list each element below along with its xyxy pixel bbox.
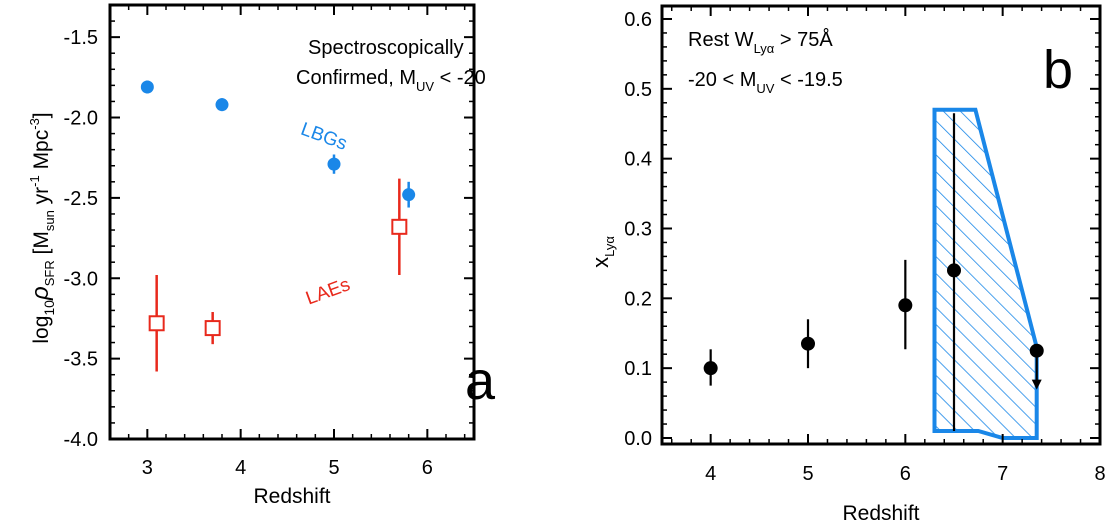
panel-a-y-tick-label: -4.0 <box>64 429 98 451</box>
laes-series-label: LAEs <box>303 274 353 309</box>
panel-a-x-axis-label: Redshift <box>253 485 330 508</box>
panel-a-data-marks <box>140 80 416 372</box>
panel-a-y-axis-label: log10ρSFR [Msun yr-1 Mpc-3] <box>27 112 57 343</box>
panel-b-x-tick-label: 7 <box>997 463 1008 485</box>
panel-a-annotation-line-2: Confirmed, MUV < -20 <box>296 67 486 94</box>
panel-b-frame <box>660 4 1102 446</box>
panel-a-y-tick-label: -3.5 <box>64 349 98 371</box>
panel-b-annotation-line-1: Rest WLyα > 75Å <box>688 28 833 56</box>
panel-a-annotation-line-1: Spectroscopically <box>308 37 464 59</box>
panel-b-y-tick-label: 0.5 <box>624 79 652 101</box>
panel-a: 3 4 5 6 -4.0 -3.5 -3.0 -2.5 -2.0 -1.5 Redshift l… <box>27 3 496 508</box>
panel-b-y-tick-label: 0.3 <box>624 218 652 240</box>
panel-b-y-tick-label: 0.4 <box>624 149 652 171</box>
lbgs-point <box>140 80 154 94</box>
panel-b: 4 5 6 7 8 0.0 0.1 0.2 0.3 0.4 0.5 0.6 Redshift xLy… <box>588 4 1106 525</box>
laes-point <box>148 315 165 332</box>
panel-a-x-tick-labels: 3 4 5 6 <box>142 457 433 479</box>
panel-a-x-tick-label: 3 <box>142 457 153 479</box>
panel-a-x-tick-label: 4 <box>235 457 246 479</box>
lbgs-series-label: LBGs <box>298 119 350 155</box>
xlya-point <box>947 263 961 278</box>
panel-a-frame <box>108 3 476 441</box>
panel-b-y-tick-label: 0.2 <box>624 288 652 310</box>
lbgs-point <box>215 98 229 112</box>
panel-b-label: b <box>1043 40 1073 100</box>
panel-b-y-tick-label: 0.1 <box>624 358 652 380</box>
panel-a-y-tick-label: -3.0 <box>64 268 98 290</box>
laes-point <box>204 320 221 337</box>
panel-b-y-tick-labels: 0.0 0.1 0.2 0.3 0.4 0.5 0.6 <box>624 9 652 450</box>
panel-b-y-axis-label: xLyα <box>588 236 617 268</box>
panel-b-annotation-line-2: -20 < MUV < -19.5 <box>688 69 843 96</box>
panel-b-y-tick-label: 0.0 <box>624 428 652 450</box>
panel-b-data-marks <box>703 113 1044 432</box>
laes-point <box>391 218 408 235</box>
panel-b-x-tick-labels: 4 5 6 7 8 <box>705 463 1105 485</box>
upper-limit-arrowhead <box>1031 379 1042 390</box>
panel-b-ticks <box>662 6 1100 444</box>
panel-b-x-tick-label: 6 <box>900 463 911 485</box>
panel-b-x-tick-label: 4 <box>705 463 716 485</box>
panel-a-y-tick-labels: -4.0 -3.5 -3.0 -2.5 -2.0 -1.5 <box>64 27 98 451</box>
panel-b-x-axis-label: Redshift <box>842 502 919 525</box>
panel-a-x-tick-label: 5 <box>328 457 339 479</box>
panel-a-y-tick-label: -1.5 <box>64 27 98 49</box>
xlya-point <box>898 298 913 313</box>
panel-a-y-tick-label: -2.5 <box>64 188 98 210</box>
panel-b-x-tick-label: 5 <box>802 463 813 485</box>
hatched-region-polygon <box>932 107 1039 440</box>
lbgs-point <box>402 188 416 202</box>
panel-a-x-tick-label: 6 <box>422 457 433 479</box>
xlya-point <box>1029 343 1044 358</box>
panel-b-y-tick-label: 0.6 <box>624 9 652 31</box>
panel-a-y-tick-label: -2.0 <box>64 108 98 130</box>
xlya-point <box>801 336 815 351</box>
panel-a-label: a <box>465 351 496 411</box>
panel-a-ticks <box>110 5 474 440</box>
xlya-point <box>703 361 718 376</box>
panel-b-x-tick-label: 8 <box>1094 463 1105 485</box>
lbgs-point <box>327 157 341 171</box>
panel-b-hatched-region <box>932 107 1039 440</box>
